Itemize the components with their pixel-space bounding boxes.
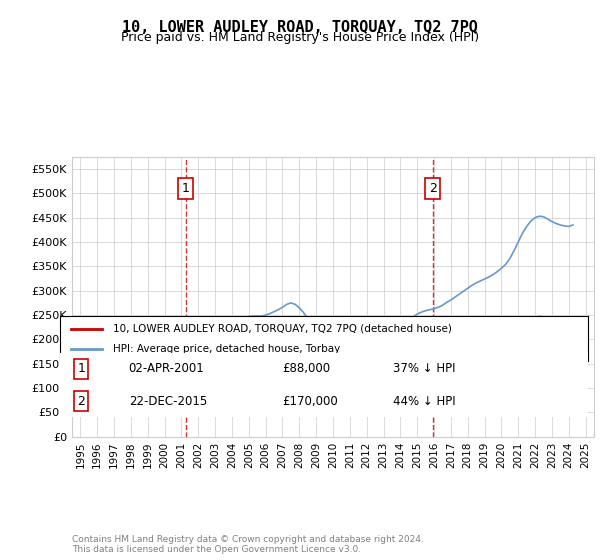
Text: 2: 2	[77, 395, 85, 408]
Text: £170,000: £170,000	[282, 395, 338, 408]
Text: Price paid vs. HM Land Registry's House Price Index (HPI): Price paid vs. HM Land Registry's House …	[121, 31, 479, 44]
Text: 02-APR-2001: 02-APR-2001	[128, 362, 205, 375]
Text: 10, LOWER AUDLEY ROAD, TORQUAY, TQ2 7PQ (detached house): 10, LOWER AUDLEY ROAD, TORQUAY, TQ2 7PQ …	[113, 324, 452, 334]
Text: 22-DEC-2015: 22-DEC-2015	[128, 395, 207, 408]
Text: £88,000: £88,000	[282, 362, 330, 375]
Text: HPI: Average price, detached house, Torbay: HPI: Average price, detached house, Torb…	[113, 344, 340, 354]
Text: 1: 1	[77, 362, 85, 375]
Text: Contains HM Land Registry data © Crown copyright and database right 2024.
This d: Contains HM Land Registry data © Crown c…	[72, 535, 424, 554]
Text: 37% ↓ HPI: 37% ↓ HPI	[392, 362, 455, 375]
Text: 1: 1	[182, 182, 190, 195]
Text: 2: 2	[428, 182, 437, 195]
Text: 10, LOWER AUDLEY ROAD, TORQUAY, TQ2 7PQ: 10, LOWER AUDLEY ROAD, TORQUAY, TQ2 7PQ	[122, 20, 478, 35]
Text: 44% ↓ HPI: 44% ↓ HPI	[392, 395, 455, 408]
